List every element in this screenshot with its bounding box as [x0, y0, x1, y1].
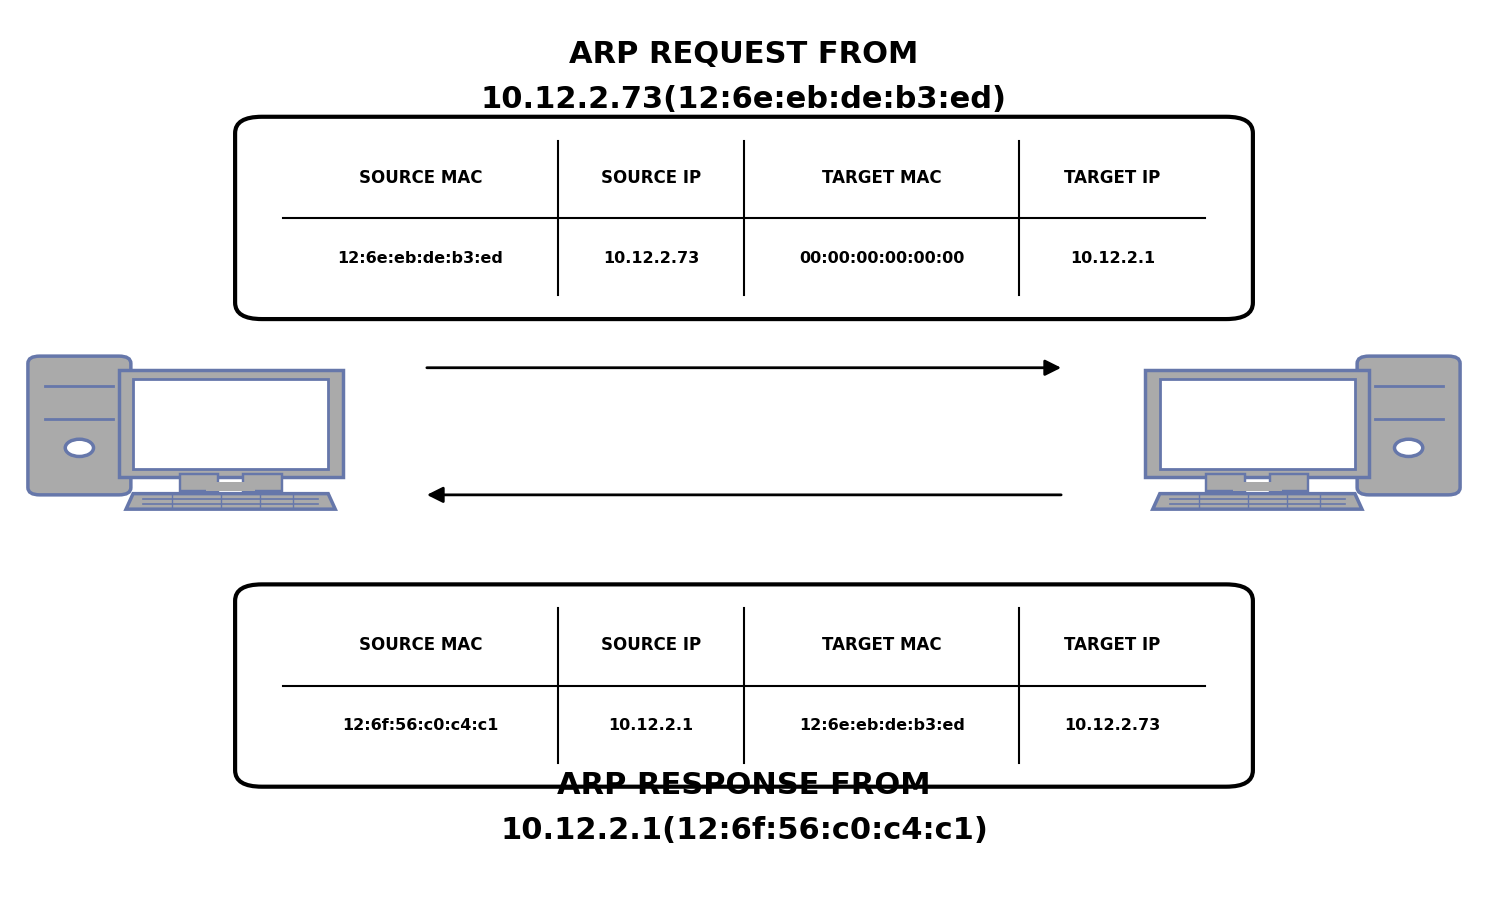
Bar	[1019, 141, 1205, 295]
FancyBboxPatch shape	[132, 379, 329, 469]
Text: 12:6e:eb:de:b3:ed: 12:6e:eb:de:b3:ed	[799, 718, 964, 733]
Text: SOURCE IP: SOURCE IP	[601, 637, 701, 655]
Text: TARGET MAC: TARGET MAC	[821, 169, 942, 187]
Bar	[283, 608, 558, 763]
Text: SOURCE MAC: SOURCE MAC	[359, 637, 482, 655]
Circle shape	[65, 439, 94, 457]
Bar	[558, 608, 744, 763]
Bar	[283, 141, 558, 295]
Text: ARP RESPONSE FROM: ARP RESPONSE FROM	[557, 771, 931, 800]
Text: TARGET IP: TARGET IP	[1064, 637, 1161, 655]
Bar	[558, 141, 744, 295]
Text: 10.12.2.73(12:6e:eb:de:b3:ed): 10.12.2.73(12:6e:eb:de:b3:ed)	[481, 85, 1007, 114]
Bar	[1271, 474, 1308, 491]
FancyBboxPatch shape	[235, 585, 1253, 786]
Bar	[207, 482, 254, 491]
Text: SOURCE IP: SOURCE IP	[601, 169, 701, 187]
Text: 10.12.2.1: 10.12.2.1	[609, 718, 693, 733]
FancyBboxPatch shape	[1357, 356, 1460, 495]
Text: ARP REQUEST FROM: ARP REQUEST FROM	[570, 40, 918, 69]
Text: SOURCE MAC: SOURCE MAC	[359, 169, 482, 187]
Bar	[244, 474, 281, 491]
Text: 10.12.2.1(12:6f:56:c0:c4:c1): 10.12.2.1(12:6f:56:c0:c4:c1)	[500, 816, 988, 845]
Bar	[744, 608, 1019, 763]
FancyBboxPatch shape	[235, 117, 1253, 319]
Circle shape	[1394, 439, 1423, 457]
Text: 10.12.2.73: 10.12.2.73	[1064, 718, 1161, 733]
Bar	[1234, 482, 1281, 491]
Bar	[1207, 474, 1244, 491]
Polygon shape	[1153, 494, 1362, 509]
Text: TARGET IP: TARGET IP	[1064, 169, 1161, 187]
Polygon shape	[126, 494, 335, 509]
Bar	[1019, 608, 1205, 763]
Text: 10.12.2.73: 10.12.2.73	[603, 251, 699, 265]
Text: 00:00:00:00:00:00: 00:00:00:00:00:00	[799, 251, 964, 265]
Text: 12:6f:56:c0:c4:c1: 12:6f:56:c0:c4:c1	[342, 718, 498, 733]
Text: 10.12.2.1: 10.12.2.1	[1070, 251, 1155, 265]
Bar	[180, 474, 217, 491]
FancyBboxPatch shape	[119, 370, 342, 478]
Text: TARGET MAC: TARGET MAC	[821, 637, 942, 655]
FancyBboxPatch shape	[1159, 379, 1356, 469]
Text: 12:6e:eb:de:b3:ed: 12:6e:eb:de:b3:ed	[338, 251, 503, 265]
Bar	[744, 141, 1019, 295]
FancyBboxPatch shape	[1146, 370, 1369, 478]
FancyBboxPatch shape	[28, 356, 131, 495]
